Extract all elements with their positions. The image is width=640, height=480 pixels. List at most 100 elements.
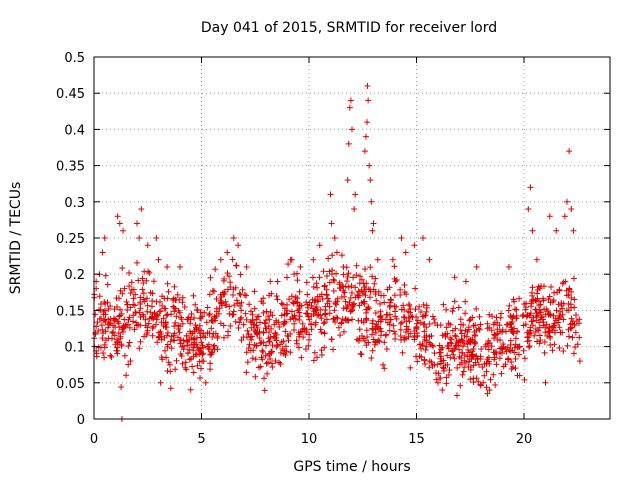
data-point xyxy=(213,308,220,315)
data-point xyxy=(165,288,172,295)
data-point xyxy=(126,324,133,331)
data-point xyxy=(196,330,203,337)
data-point xyxy=(199,351,206,358)
data-point xyxy=(469,352,476,359)
data-point xyxy=(440,357,447,364)
data-point xyxy=(430,343,437,350)
data-point xyxy=(349,304,356,311)
data-point xyxy=(142,316,149,323)
data-point xyxy=(320,320,327,327)
data-point xyxy=(521,355,528,362)
data-point xyxy=(369,347,376,354)
data-point xyxy=(445,320,452,327)
data-point xyxy=(117,335,124,342)
data-point xyxy=(423,308,430,315)
data-point xyxy=(496,328,503,335)
data-point xyxy=(144,242,151,249)
data-point xyxy=(477,321,484,328)
data-point xyxy=(453,392,460,399)
data-point xyxy=(138,206,145,213)
data-point xyxy=(443,324,450,331)
data-point xyxy=(189,363,196,370)
data-point xyxy=(137,305,144,312)
data-point xyxy=(127,289,134,296)
data-point xyxy=(436,349,443,356)
data-point xyxy=(274,296,281,303)
data-point xyxy=(288,256,295,263)
data-point xyxy=(364,119,371,126)
data-point xyxy=(194,307,201,314)
data-point xyxy=(151,309,158,316)
data-point xyxy=(196,351,203,358)
data-point xyxy=(328,336,335,343)
data-point xyxy=(186,328,193,335)
data-point xyxy=(423,343,430,350)
data-point xyxy=(172,296,179,303)
data-point xyxy=(116,220,123,227)
data-point xyxy=(420,301,427,308)
data-point xyxy=(462,278,469,285)
data-point xyxy=(556,314,563,321)
data-point xyxy=(171,305,178,312)
data-point xyxy=(563,307,570,314)
data-point xyxy=(266,338,273,345)
data-point xyxy=(220,322,227,329)
data-point xyxy=(101,307,108,314)
data-point xyxy=(321,282,328,289)
data-point xyxy=(273,317,280,324)
data-point xyxy=(92,331,99,338)
data-point xyxy=(119,265,126,272)
x-tick-label: 10 xyxy=(301,432,318,447)
data-point xyxy=(499,346,506,353)
data-point xyxy=(248,308,255,315)
data-point xyxy=(146,269,153,276)
data-point xyxy=(253,331,260,338)
data-point xyxy=(486,360,493,367)
data-point xyxy=(431,361,438,368)
y-tick-label: 0.35 xyxy=(56,160,85,175)
data-point xyxy=(149,332,156,339)
data-point xyxy=(544,332,551,339)
data-point xyxy=(266,351,273,358)
data-point xyxy=(381,365,388,372)
data-point xyxy=(125,316,132,323)
data-point xyxy=(476,313,483,320)
data-point xyxy=(525,206,532,213)
data-point xyxy=(123,298,130,305)
data-point xyxy=(526,337,533,344)
data-point xyxy=(92,311,99,318)
data-point xyxy=(141,298,148,305)
data-point xyxy=(144,308,151,315)
data-point xyxy=(207,360,214,367)
data-point xyxy=(428,359,435,366)
data-point xyxy=(101,235,108,241)
data-point xyxy=(290,299,297,306)
data-point xyxy=(155,256,162,263)
data-point xyxy=(212,314,219,321)
data-point xyxy=(306,336,313,343)
data-point xyxy=(536,340,543,347)
data-point xyxy=(541,339,548,346)
data-point xyxy=(316,274,323,281)
data-point xyxy=(107,352,114,359)
data-point xyxy=(403,323,410,330)
data-point xyxy=(400,313,407,320)
data-point xyxy=(192,322,199,329)
data-point xyxy=(125,361,132,368)
data-point xyxy=(93,353,100,360)
data-point xyxy=(550,297,557,304)
data-point xyxy=(179,360,186,367)
data-point xyxy=(374,256,381,263)
data-point xyxy=(262,352,269,359)
data-point xyxy=(249,355,256,362)
data-point xyxy=(519,313,526,320)
data-point xyxy=(556,287,563,294)
data-point xyxy=(340,328,347,335)
data-point xyxy=(507,337,514,344)
data-point xyxy=(449,308,456,315)
data-point xyxy=(538,283,545,290)
data-point xyxy=(154,339,161,346)
data-point xyxy=(124,306,131,313)
data-point xyxy=(263,308,270,315)
data-point xyxy=(442,332,449,339)
